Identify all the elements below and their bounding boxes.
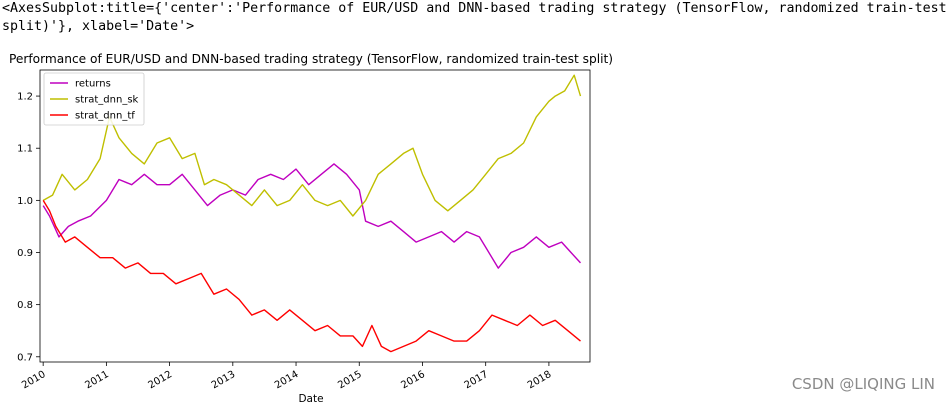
y-tick-label: 1.2 [17,92,33,103]
x-tick-label: 2010 [20,369,48,391]
y-tick-label: 1.1 [17,144,33,155]
x-tick-label: 2011 [83,369,111,391]
line-chart: Performance of EUR/USD and DNN-based tra… [0,44,620,407]
x-tick-label: 2018 [526,369,554,391]
legend-box [43,72,145,126]
x-tick-label: 2016 [399,369,427,391]
y-tick-label: 1.0 [17,196,33,207]
y-tick-label: 0.8 [17,300,33,311]
series-line-strat_dnn_sk [42,74,582,217]
series-line-returns [42,163,582,269]
x-tick-label: 2015 [336,369,364,391]
legend-label-strat_dnn_tf: strat_dnn_tf [75,111,135,122]
x-tick-label: 2017 [463,369,491,391]
cell-output-repr: <AxesSubplot:title={'center':'Performanc… [2,1,947,34]
y-tick-label: 0.9 [17,248,33,259]
legend-label-strat_dnn_sk: strat_dnn_sk [75,95,139,106]
series-line-strat_dnn_tf [42,200,581,353]
watermark-text: CSDN @LIQING LIN [791,375,935,393]
x-axis-label: Date [298,393,323,405]
chart-title: Performance of EUR/USD and DNN-based tra… [9,52,613,66]
legend: returns strat_dnn_sk strat_dnn_tf [43,72,145,126]
y-tick-label: 0.7 [17,352,33,363]
chart-svg: Performance of EUR/USD and DNN-based tra… [9,52,613,405]
legend-label-returns: returns [75,79,111,90]
x-tick-label: 2014 [273,369,301,391]
x-tick-label: 2012 [147,369,175,391]
plot-frame [39,69,591,363]
x-tick-label: 2013 [210,369,238,391]
